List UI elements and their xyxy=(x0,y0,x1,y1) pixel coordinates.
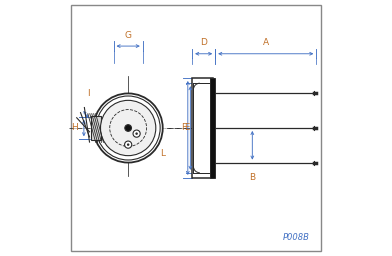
Bar xyxy=(91,116,100,140)
Circle shape xyxy=(127,143,129,146)
Circle shape xyxy=(133,130,140,137)
Text: L: L xyxy=(160,149,165,158)
Bar xyxy=(210,78,215,178)
Circle shape xyxy=(100,100,156,156)
Text: A: A xyxy=(263,38,269,47)
Text: E: E xyxy=(184,123,189,133)
Text: H: H xyxy=(71,123,78,133)
Text: P008B: P008B xyxy=(283,233,310,242)
Text: D: D xyxy=(200,38,207,47)
Circle shape xyxy=(125,141,132,148)
Text: F: F xyxy=(181,123,186,133)
Text: G: G xyxy=(125,31,132,40)
Text: I: I xyxy=(87,89,89,98)
Circle shape xyxy=(96,96,160,160)
Circle shape xyxy=(135,132,138,135)
Text: B: B xyxy=(249,173,255,182)
Circle shape xyxy=(94,93,163,163)
Bar xyxy=(210,78,215,178)
Bar xyxy=(192,78,212,178)
Circle shape xyxy=(125,125,131,131)
